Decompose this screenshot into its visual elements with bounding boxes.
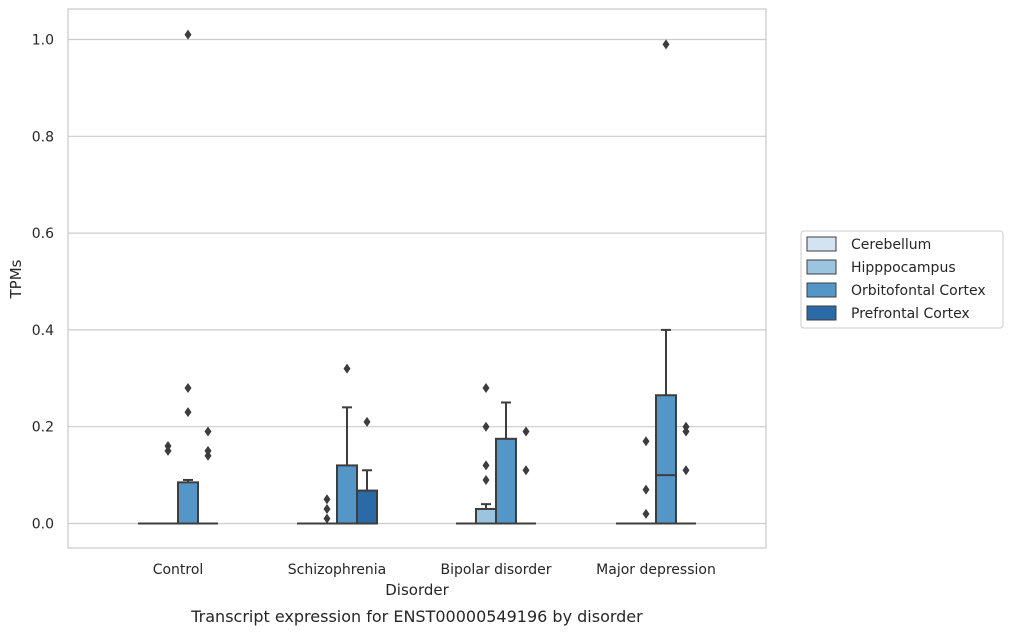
legend-frame <box>800 230 1004 329</box>
chart-caption: Transcript expression for ENST0000054919… <box>190 607 643 626</box>
outlier-point <box>482 382 490 393</box>
outlier-point <box>522 465 530 476</box>
y-tick-label: 0.8 <box>32 129 54 145</box>
outlier-point <box>204 426 212 437</box>
outlier-point <box>662 39 670 50</box>
outlier-point <box>642 436 650 447</box>
outlier-point <box>482 460 490 471</box>
outlier-point <box>482 474 490 485</box>
x-tick-label: Bipolar disorder <box>440 562 551 578</box>
box-hipppocampus <box>317 494 337 525</box>
box-orbitofontal-cortex <box>336 363 358 525</box>
legend-entry: Orbitofontal Cortex <box>851 283 986 299</box>
outlier-point <box>323 494 331 505</box>
box-orbitofontal-cortex <box>655 39 677 525</box>
box-prefrontal-cortex <box>676 421 696 525</box>
box-hipppocampus <box>158 441 178 525</box>
box-prefrontal-cortex <box>198 426 218 525</box>
outlier-point <box>323 513 331 524</box>
x-axis-ticks: Control Schizophrenia Bipolar disorder Majo… <box>153 562 716 578</box>
plot-frame <box>67 8 767 549</box>
box-rect <box>177 481 199 525</box>
box-rect <box>655 394 677 525</box>
legend-entry: Prefrontal Cortex <box>851 306 970 322</box>
box-orbitofontal-cortex <box>177 29 199 525</box>
y-tick-label: 0.4 <box>32 323 54 339</box>
box-prefrontal-cortex <box>516 426 536 525</box>
y-tick-label: 0.6 <box>32 226 54 242</box>
outlier-point <box>323 503 331 514</box>
y-axis-ticks: 0.0 0.2 0.4 0.6 0.8 1.0 <box>32 33 54 533</box>
y-tick-label: 0.0 <box>32 517 54 533</box>
box-hipppocampus <box>636 436 656 525</box>
outlier-point <box>642 484 650 495</box>
x-axis-label: Disorder <box>385 581 449 599</box>
y-axis-label: TPMs <box>7 259 25 299</box>
legend: Cerebellum Hipppocampus Orbitofontal Corte… <box>800 230 1004 329</box>
outlier-point <box>184 407 192 418</box>
legend-swatch <box>806 305 837 321</box>
legend-swatch <box>806 236 837 252</box>
outlier-point <box>482 421 490 432</box>
x-tick-label: Schizophrenia <box>288 562 386 578</box>
box-hipppocampus <box>475 382 497 525</box>
y-tick-label: 1.0 <box>32 33 54 49</box>
box-rect <box>336 464 358 525</box>
outlier-point <box>184 382 192 393</box>
outlier-point <box>682 465 690 476</box>
outlier-point <box>682 426 690 437</box>
box-orbitofontal-cortex <box>495 401 517 525</box>
outlier-point <box>522 426 530 437</box>
legend-entry: Hipppocampus <box>851 260 956 276</box>
box-series <box>138 29 696 525</box>
box-rect <box>356 489 378 525</box>
box-rect <box>475 507 497 525</box>
outlier-point <box>204 450 212 461</box>
outlier-point <box>184 29 192 40</box>
box-rect <box>495 437 517 525</box>
outlier-point <box>642 508 650 519</box>
outlier-point <box>363 416 371 427</box>
outlier-point <box>164 445 172 456</box>
x-tick-label: Major depression <box>596 562 716 578</box>
box-prefrontal-cortex <box>356 416 378 525</box>
legend-swatch <box>806 282 837 298</box>
legend-swatch <box>806 259 837 275</box>
outlier-point <box>343 363 351 374</box>
legend-entry: Cerebellum <box>851 237 931 253</box>
y-tick-label: 0.2 <box>32 420 54 436</box>
x-tick-label: Control <box>153 562 204 578</box>
